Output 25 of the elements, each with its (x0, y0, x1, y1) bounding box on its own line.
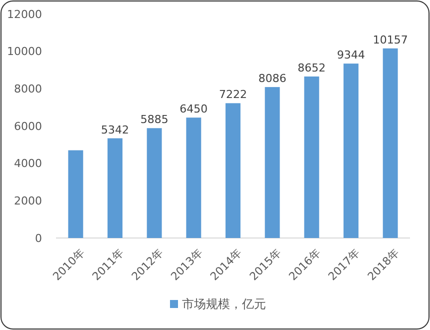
data-label: 8652 (298, 61, 326, 74)
y-tick-label: 0 (35, 232, 42, 245)
bar (186, 118, 202, 238)
bar (226, 103, 240, 238)
legend-label: 市场规模，亿元 (182, 297, 266, 311)
data-label: 5885 (140, 113, 168, 126)
data-label: 10157 (372, 33, 408, 46)
data-label: 8086 (258, 72, 286, 86)
data-label: 6450 (180, 102, 208, 116)
y-tick-label: 8000 (14, 82, 42, 96)
data-label: 9344 (337, 48, 365, 62)
data-label: 7222 (219, 88, 247, 102)
y-tick-label: 2000 (14, 194, 42, 208)
bar (382, 48, 398, 238)
bar (68, 150, 84, 238)
bar (344, 64, 358, 238)
bar (146, 128, 162, 238)
y-tick-label: 4000 (14, 157, 42, 170)
bar (108, 138, 122, 238)
y-tick-label: 6000 (14, 120, 42, 133)
bar (304, 76, 320, 238)
data-label: 5342 (101, 123, 129, 136)
bar (264, 87, 280, 238)
y-tick-label: 12000 (7, 8, 42, 21)
y-tick-label: 10000 (7, 45, 42, 58)
